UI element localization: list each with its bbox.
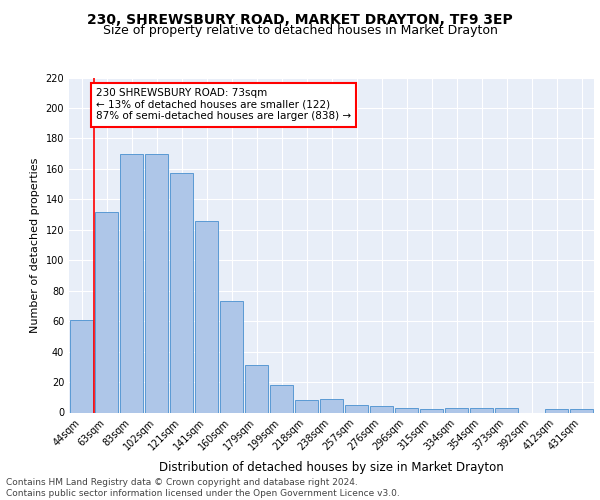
Y-axis label: Number of detached properties: Number of detached properties xyxy=(30,158,40,332)
X-axis label: Distribution of detached houses by size in Market Drayton: Distribution of detached houses by size … xyxy=(159,460,504,473)
Bar xyxy=(120,154,143,412)
Bar xyxy=(145,154,168,412)
Bar xyxy=(295,400,318,412)
Bar xyxy=(245,366,268,412)
Text: 230, SHREWSBURY ROAD, MARKET DRAYTON, TF9 3EP: 230, SHREWSBURY ROAD, MARKET DRAYTON, TF… xyxy=(87,12,513,26)
Bar xyxy=(495,408,518,412)
Bar xyxy=(220,302,243,412)
Bar xyxy=(95,212,118,412)
Bar xyxy=(345,405,368,412)
Bar xyxy=(395,408,418,412)
Bar xyxy=(195,220,218,412)
Bar xyxy=(420,410,443,412)
Bar xyxy=(545,410,568,412)
Text: Size of property relative to detached houses in Market Drayton: Size of property relative to detached ho… xyxy=(103,24,497,37)
Bar xyxy=(445,408,468,412)
Bar xyxy=(70,320,93,412)
Bar xyxy=(170,174,193,412)
Bar xyxy=(270,385,293,412)
Bar xyxy=(370,406,393,412)
Bar xyxy=(320,399,343,412)
Text: Contains HM Land Registry data © Crown copyright and database right 2024.
Contai: Contains HM Land Registry data © Crown c… xyxy=(6,478,400,498)
Text: 230 SHREWSBURY ROAD: 73sqm
← 13% of detached houses are smaller (122)
87% of sem: 230 SHREWSBURY ROAD: 73sqm ← 13% of deta… xyxy=(96,88,351,122)
Bar xyxy=(570,410,593,412)
Bar xyxy=(470,408,493,412)
